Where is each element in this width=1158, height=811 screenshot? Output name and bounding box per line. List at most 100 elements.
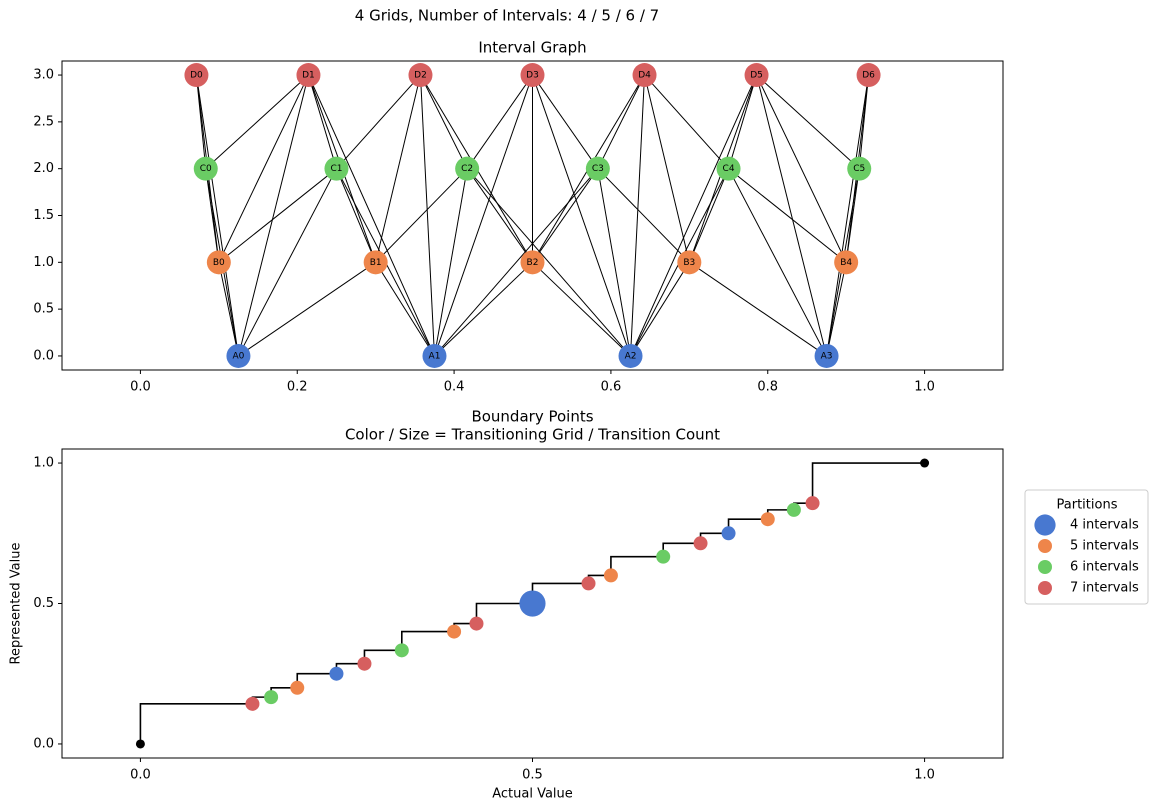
edge	[434, 74, 533, 357]
node-label: D3	[526, 71, 539, 81]
node-label: B3	[683, 258, 695, 268]
node	[184, 63, 209, 88]
edge	[466, 74, 533, 169]
legend-marker	[1034, 514, 1056, 536]
legend-label: 7 intervals	[1070, 581, 1139, 596]
node	[632, 63, 657, 88]
node	[834, 250, 859, 275]
figure-title: 4 Grids, Number of Intervals: 4 / 5 / 6 …	[355, 7, 659, 25]
point	[357, 656, 372, 671]
node-label: C0	[200, 164, 212, 174]
point	[469, 616, 484, 631]
legend-marker	[1038, 581, 1052, 595]
node	[847, 156, 872, 181]
point	[656, 549, 671, 564]
edge	[434, 261, 533, 357]
edge	[218, 74, 309, 263]
node	[677, 250, 702, 275]
edge	[630, 75, 646, 356]
point	[805, 496, 820, 511]
node-label: B0	[213, 258, 225, 268]
node-label: A3	[821, 351, 833, 361]
node-label: C3	[592, 164, 604, 174]
edge	[728, 168, 828, 357]
legend-marker	[1038, 539, 1052, 553]
chart-title: Interval Graph	[478, 39, 586, 57]
node	[520, 250, 545, 275]
edge	[597, 74, 645, 169]
edge	[644, 74, 690, 263]
node	[520, 63, 545, 88]
edge	[375, 74, 421, 263]
y-tick-label: 0.0	[33, 736, 54, 751]
node-label: D0	[190, 71, 203, 81]
plot-frame	[61, 448, 1004, 759]
edge	[195, 74, 239, 357]
node-label: A0	[232, 351, 244, 361]
node-label: D4	[638, 71, 651, 81]
y-tick-label: 0.0	[33, 348, 54, 363]
node-label: C2	[461, 164, 473, 174]
x-tick-label: 0.5	[522, 768, 543, 783]
x-tick-label: 0.0	[130, 380, 151, 395]
edge	[237, 74, 309, 357]
y-tick-label: 2.5	[33, 114, 54, 129]
edge	[688, 168, 730, 263]
axes: 0.0 0.2 0.4 0.6 0.8 1.0 0.0 0.5 1.0 1.5 2.0 2.5 3.0	[33, 68, 935, 395]
chart-title: Boundary Points	[471, 408, 593, 426]
x-tick-label: 0.8	[757, 380, 778, 395]
node-label: C4	[723, 164, 735, 174]
point	[264, 690, 279, 705]
node-label: B1	[370, 258, 382, 268]
node	[585, 156, 610, 181]
node-label: C5	[853, 164, 865, 174]
legend-label: 6 intervals	[1070, 560, 1139, 575]
node	[716, 156, 741, 181]
point	[760, 512, 775, 527]
point	[290, 680, 305, 695]
node-label: A2	[625, 351, 637, 361]
node	[363, 250, 388, 275]
point	[581, 576, 596, 591]
legend-marker	[1038, 560, 1052, 574]
node-label: C1	[330, 164, 342, 174]
y-tick-label: 3.0	[33, 68, 54, 83]
point	[693, 536, 708, 551]
legend-label: 4 intervals	[1070, 518, 1139, 533]
edge	[644, 74, 729, 170]
node	[206, 250, 231, 275]
node	[324, 156, 349, 181]
edge	[434, 168, 599, 357]
edge	[630, 74, 758, 357]
plot-frame	[61, 60, 1004, 371]
edge	[195, 74, 207, 169]
edge	[307, 74, 435, 357]
node-label: D1	[302, 71, 315, 81]
x-tick-label: 0.4	[444, 380, 465, 395]
y-tick-label: 0.5	[33, 302, 54, 317]
point	[603, 568, 618, 583]
y-axis-label: Represented Value	[9, 543, 24, 665]
x-tick-label: 1.0	[914, 380, 935, 395]
point	[135, 739, 145, 749]
y-tick-label: 1.0	[33, 255, 54, 270]
node	[618, 343, 643, 368]
x-tick-label: 0.2	[287, 380, 308, 395]
node-label: D5	[750, 71, 763, 81]
point	[394, 643, 409, 658]
node-label: A1	[429, 351, 441, 361]
y-tick-label: 1.0	[33, 456, 54, 471]
node-label: D6	[862, 71, 875, 81]
node	[296, 63, 321, 88]
edge	[335, 168, 377, 263]
y-tick-label: 1.5	[33, 208, 54, 223]
edge	[597, 168, 632, 357]
node	[193, 156, 218, 181]
node	[856, 63, 881, 88]
x-axis-label: Actual Value	[492, 787, 573, 802]
edge	[218, 168, 337, 263]
point	[329, 666, 344, 681]
edge	[419, 75, 435, 356]
edge	[728, 168, 847, 263]
